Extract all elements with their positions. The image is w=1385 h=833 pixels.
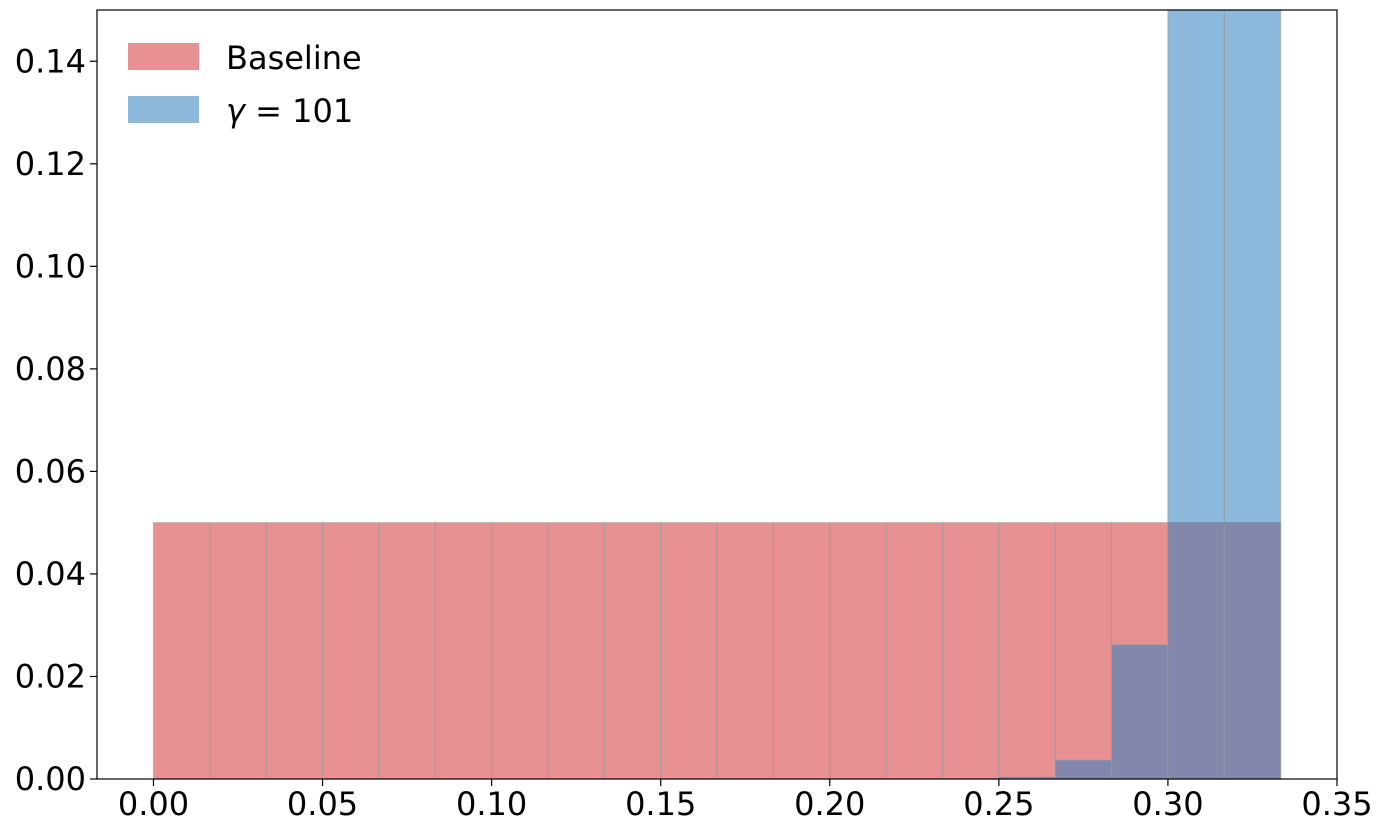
y-tick-label: 0.02	[15, 657, 86, 695]
y-tick-label: 0.14	[15, 42, 86, 80]
legend-label-baseline: Baseline	[226, 39, 362, 77]
legend-label-gamma: γ = 101	[226, 92, 353, 130]
baseline-bar	[660, 522, 718, 780]
y-tick-label: 0.08	[15, 350, 86, 388]
baseline-bar	[434, 522, 493, 780]
legend-swatch-gamma	[128, 96, 199, 123]
baseline-bar	[885, 522, 944, 780]
baseline-bar	[321, 522, 380, 780]
x-tick-label: 0.30	[1132, 785, 1203, 823]
baseline-bar	[209, 522, 267, 780]
y-axis: 0.00 0.02 0.04 0.06 0.08 0.10 0.12 0.14	[15, 42, 97, 798]
gamma-bar	[1110, 644, 1169, 780]
baseline-bar	[152, 522, 211, 780]
gamma-bar	[1054, 759, 1113, 780]
baseline-bar	[491, 522, 549, 780]
baseline-bar	[998, 522, 1056, 780]
baseline-bar	[603, 522, 662, 780]
legend-gamma-value: = 101	[245, 92, 353, 130]
legend: Baseline γ = 101	[128, 39, 362, 130]
baseline-bar	[941, 522, 1000, 780]
baseline-bar	[1054, 522, 1113, 780]
x-tick-label: 0.10	[456, 785, 527, 823]
plot-frame	[96, 9, 1338, 780]
x-tick-label: 0.35	[1301, 785, 1372, 823]
y-tick-label: 0.12	[15, 145, 86, 183]
gamma-bar	[1223, 9, 1282, 780]
y-tick-label: 0.06	[15, 452, 86, 490]
y-tick-label: 0.04	[15, 555, 86, 593]
x-tick-label: 0.20	[794, 785, 865, 823]
baseline-bar	[829, 522, 887, 780]
baseline-bar	[265, 522, 324, 780]
legend-swatch-baseline	[128, 43, 199, 70]
x-tick-label: 0.15	[625, 785, 696, 823]
y-tick-label: 0.00	[15, 760, 86, 798]
x-tick-label: 0.00	[118, 785, 189, 823]
baseline-bar	[547, 522, 605, 780]
baseline-bar	[378, 522, 436, 780]
baseline-bar	[772, 522, 831, 780]
legend-gamma-symbol: γ	[226, 92, 247, 130]
x-tick-label: 0.25	[963, 785, 1034, 823]
gamma-bar	[1167, 9, 1225, 780]
gamma-series	[998, 9, 1282, 780]
x-tick-label: 0.05	[287, 785, 358, 823]
y-tick-label: 0.10	[15, 247, 86, 285]
x-axis: 0.00 0.05 0.10 0.15 0.20 0.25 0.30 0.35	[118, 779, 1373, 823]
baseline-bar	[716, 522, 775, 780]
